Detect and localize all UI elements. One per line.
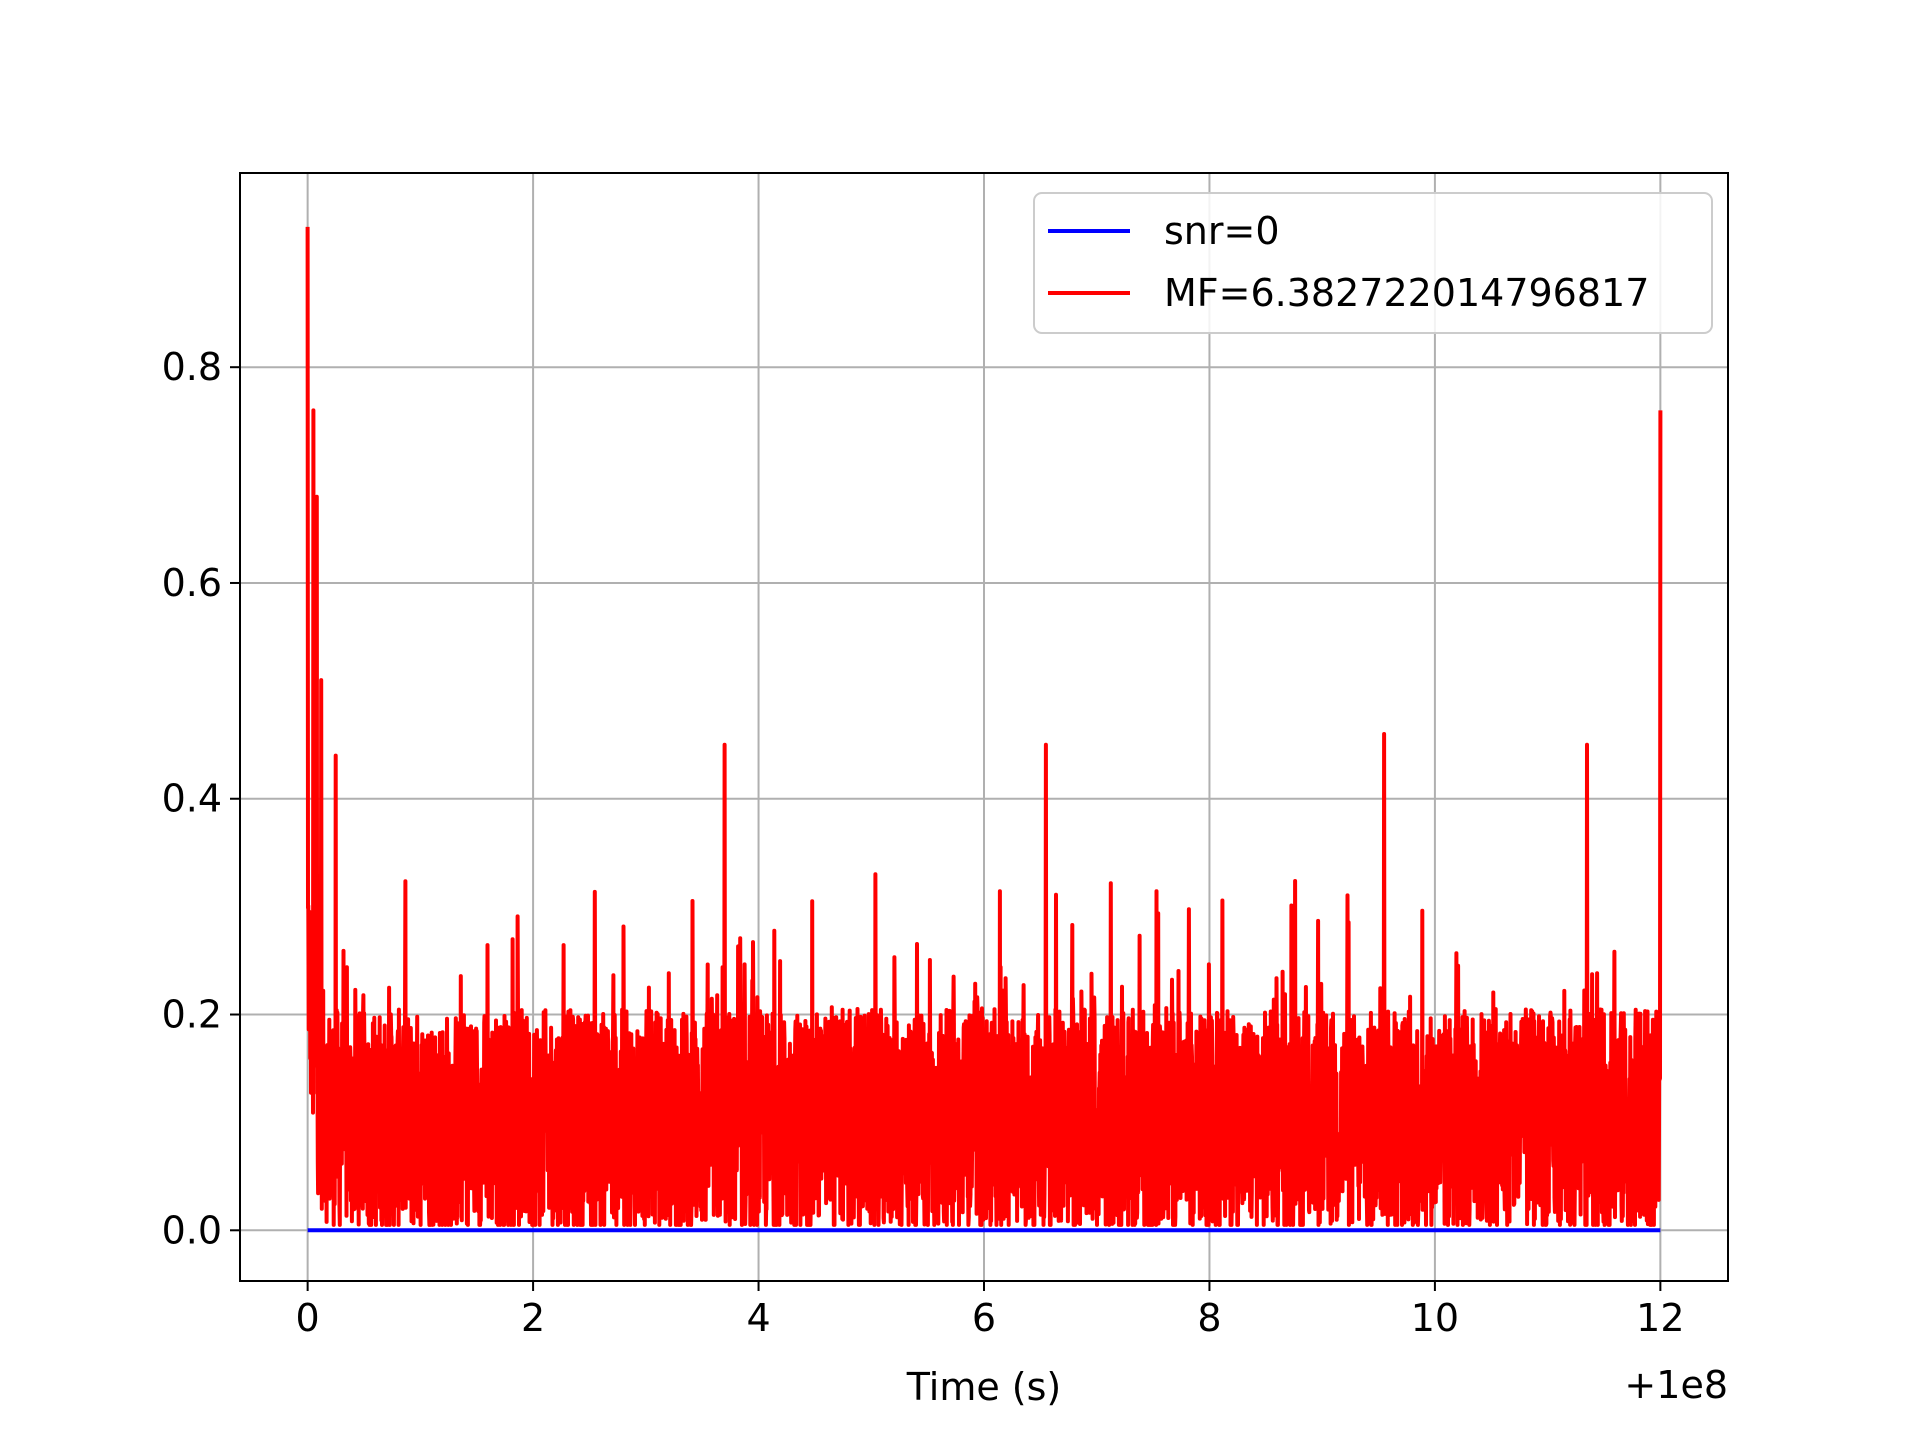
y-tick-label: 0.4 <box>162 777 222 821</box>
legend-label: MF=6.382722014796817 <box>1164 271 1649 315</box>
series-line-mf <box>305 226 1663 1227</box>
legend-label: snr=0 <box>1164 209 1280 253</box>
x-tick-label: 2 <box>521 1296 545 1340</box>
x-tick-label: 12 <box>1636 1296 1684 1340</box>
x-tick-label: 10 <box>1411 1296 1459 1340</box>
legend-box <box>1033 192 1713 334</box>
x-tick-label: 4 <box>746 1296 770 1340</box>
y-tick-label: 0.2 <box>162 993 222 1037</box>
legend: snr=0 MF=6.382722014796817 <box>1033 192 1713 334</box>
x-axis-label: Time (s) <box>906 1365 1062 1409</box>
axis-ticks: 0 2 4 6 8 10 12 0.0 0.2 0.4 0.6 0.8 <box>162 345 1685 1340</box>
x-axis-offset-label: +1e8 <box>1624 1363 1728 1407</box>
x-tick-label: 0 <box>296 1296 320 1340</box>
y-tick-label: 0.8 <box>162 345 222 389</box>
plot-series <box>305 226 1663 1233</box>
x-tick-label: 8 <box>1197 1296 1221 1340</box>
y-tick-label: 0.6 <box>162 561 222 605</box>
y-tick-label: 0.0 <box>162 1208 222 1252</box>
x-tick-label: 6 <box>972 1296 996 1340</box>
